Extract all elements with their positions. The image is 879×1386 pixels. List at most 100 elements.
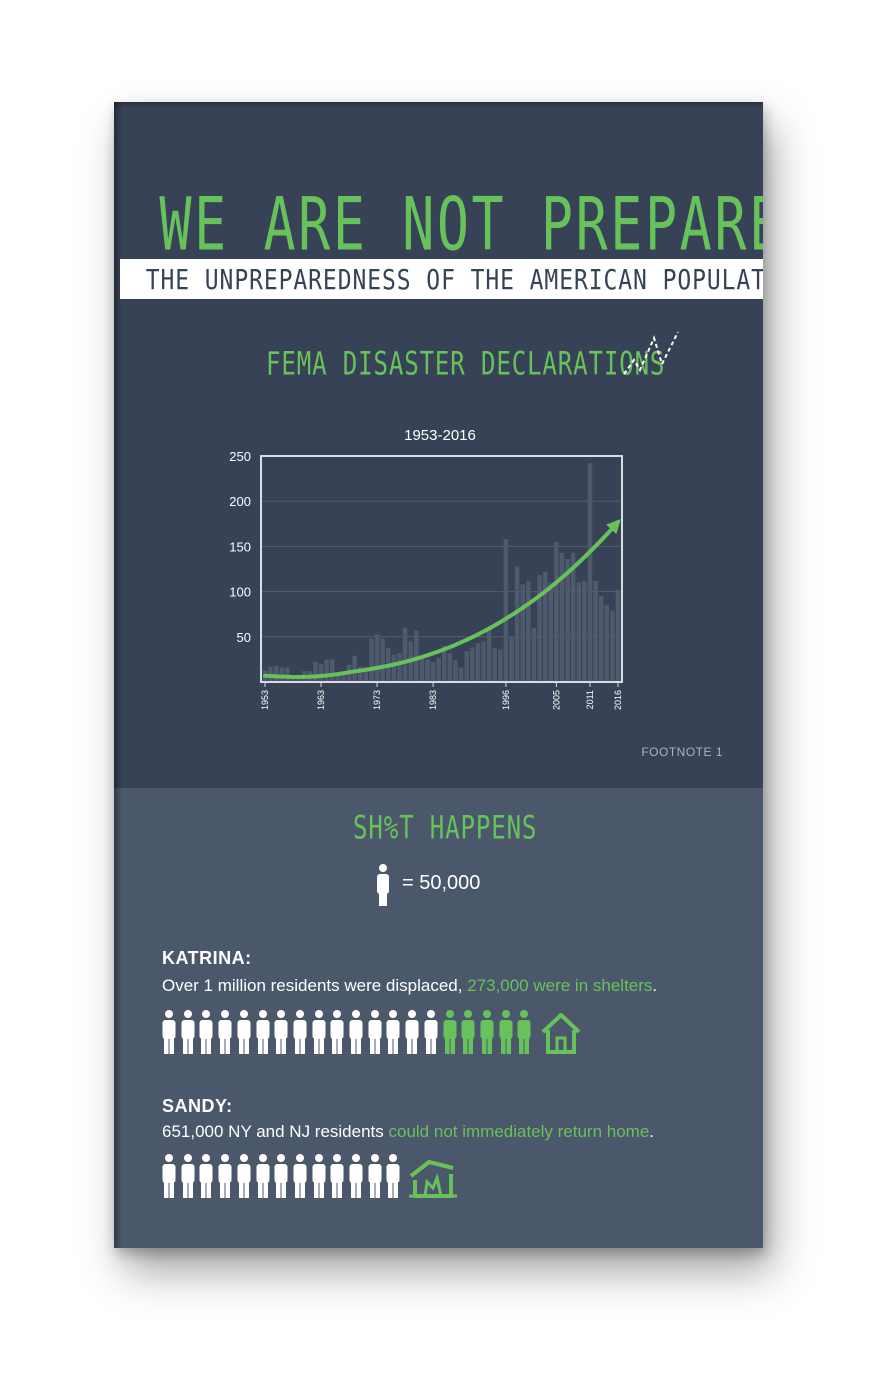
chart-bar-1989 [464, 651, 469, 682]
chart-bar-2015 [610, 610, 615, 682]
person-icon [256, 1010, 270, 1054]
chart-bar-2016 [615, 589, 621, 682]
katrina-title: KATRINA: [162, 948, 252, 968]
infographic-canvas: WE ARE NOT PREPARED THE UNPREPAREDNESS O… [114, 102, 763, 1248]
chart-bar-2014 [604, 605, 610, 682]
person-icon [312, 1010, 326, 1054]
sandy-desc-text: 651,000 NY and NJ residents [162, 1122, 389, 1141]
person-icon-sheltered [443, 1010, 457, 1054]
chart-bar-1990 [470, 647, 475, 682]
person-icon [293, 1010, 307, 1054]
legend-value: = 50,000 [402, 872, 481, 894]
person-icon [330, 1154, 344, 1198]
chart-bar-2012 [593, 580, 598, 682]
person-icon [274, 1154, 288, 1198]
chart-bar-1967 [341, 672, 346, 682]
sandy-description: 651,000 NY and NJ residents could not im… [162, 1122, 654, 1142]
chart-bar-1964 [324, 659, 329, 682]
person-icon [237, 1010, 251, 1054]
chart-bar-1991 [475, 643, 481, 682]
chart-bar-2002 [537, 575, 542, 682]
chart-bar-1977 [397, 653, 402, 682]
x-tick-label: 1973 [372, 690, 382, 710]
x-tick-label: 1996 [501, 690, 511, 710]
chart-bar-1957 [285, 667, 290, 682]
person-icon-sheltered [480, 1010, 494, 1054]
person-icon [181, 1010, 195, 1054]
chart-bar-1972 [369, 638, 374, 682]
person-icon [199, 1010, 213, 1054]
person-icon [199, 1154, 213, 1198]
person-icon [162, 1154, 176, 1198]
chart-bar-2005 [554, 541, 559, 682]
sandy-desc-highlight: could not immediately return home [388, 1122, 650, 1141]
person-icon [312, 1154, 326, 1198]
chart-bar-1978 [402, 627, 408, 682]
chart-bar-2010 [582, 580, 587, 682]
chart-bar-1996 [503, 539, 509, 682]
person-icon [218, 1154, 232, 1198]
y-tick-label: 200 [229, 494, 251, 509]
chart-bar-1969 [352, 655, 357, 682]
chart-bar-1982 [425, 659, 430, 682]
person-icon [256, 1154, 270, 1198]
x-tick-label: 2016 [613, 690, 623, 710]
sandy-people-row [162, 1154, 482, 1200]
person-icon [162, 1010, 176, 1054]
chart-bar-1983 [430, 662, 436, 682]
chart-bar-1971 [363, 666, 369, 682]
x-tick-label: 1953 [260, 690, 270, 710]
katrina-people-row [162, 1010, 602, 1056]
main-title: WE ARE NOT PREPARED [159, 180, 763, 268]
y-tick-label: 50 [237, 630, 251, 645]
chart-bar-1980 [414, 630, 419, 682]
chart-bar-1963 [318, 663, 324, 682]
person-icon [368, 1010, 382, 1054]
chart-bar-1973 [374, 634, 380, 682]
chart-bar-1976 [391, 654, 397, 682]
footnote: FOOTNOTE 1 [641, 745, 723, 759]
person-icon [376, 864, 390, 908]
chart-bar-1965 [329, 659, 335, 682]
zigzag-icon [623, 331, 679, 375]
chart-y-ticks: 50 100 150 200 250 [229, 449, 251, 645]
katrina-desc-text: Over 1 million residents were displaced, [162, 976, 468, 995]
fema-heading: FEMA DISASTER DECLARATIONS [266, 344, 666, 383]
person-icon [181, 1154, 195, 1198]
chart-bar-2011 [587, 463, 593, 682]
chart-bar-1970 [357, 666, 363, 682]
x-tick-label: 1983 [428, 690, 438, 710]
person-icon [386, 1154, 400, 1198]
x-tick-label: 2005 [551, 690, 561, 710]
top-panel: WE ARE NOT PREPARED THE UNPREPAREDNESS O… [114, 102, 763, 788]
chart-bar-1962 [313, 662, 318, 682]
katrina-description: Over 1 million residents were displaced,… [162, 976, 657, 996]
katrina-desc-highlight: 273,000 were in shelters [467, 976, 653, 995]
person-icon-sheltered [499, 1010, 513, 1054]
chart-bar-1985 [442, 645, 447, 682]
person-icon-sheltered [461, 1010, 475, 1054]
sandy-desc-end: . [649, 1122, 655, 1141]
chart-bar-1988 [458, 667, 464, 682]
chart-bar-1974 [380, 638, 385, 682]
chart-bar-1997 [509, 636, 514, 682]
chart-bar-2013 [598, 596, 604, 682]
x-tick-label: 2011 [585, 690, 595, 709]
person-icon [293, 1154, 307, 1198]
chart-x-ticks: 1953 1963 1973 1983 1996 2005 2011 2016 [260, 682, 623, 710]
chart-bar-1984 [436, 657, 441, 682]
y-tick-label: 100 [229, 585, 251, 600]
chart-bar-1995 [498, 649, 503, 682]
person-icon-sheltered [517, 1010, 531, 1054]
person-icon [386, 1010, 400, 1054]
canvas-edge-shadow [114, 102, 122, 788]
chart-bar-2009 [576, 582, 582, 682]
y-tick-label: 150 [229, 539, 251, 554]
chart-bar-1993 [486, 629, 492, 682]
canvas-top-shadow [114, 102, 763, 108]
person-icon [349, 1154, 363, 1198]
chart-bar-2007 [565, 559, 570, 682]
y-tick-label: 250 [229, 449, 251, 464]
sandy-title: SANDY: [162, 1096, 233, 1116]
chart-bar-1966 [335, 672, 341, 682]
